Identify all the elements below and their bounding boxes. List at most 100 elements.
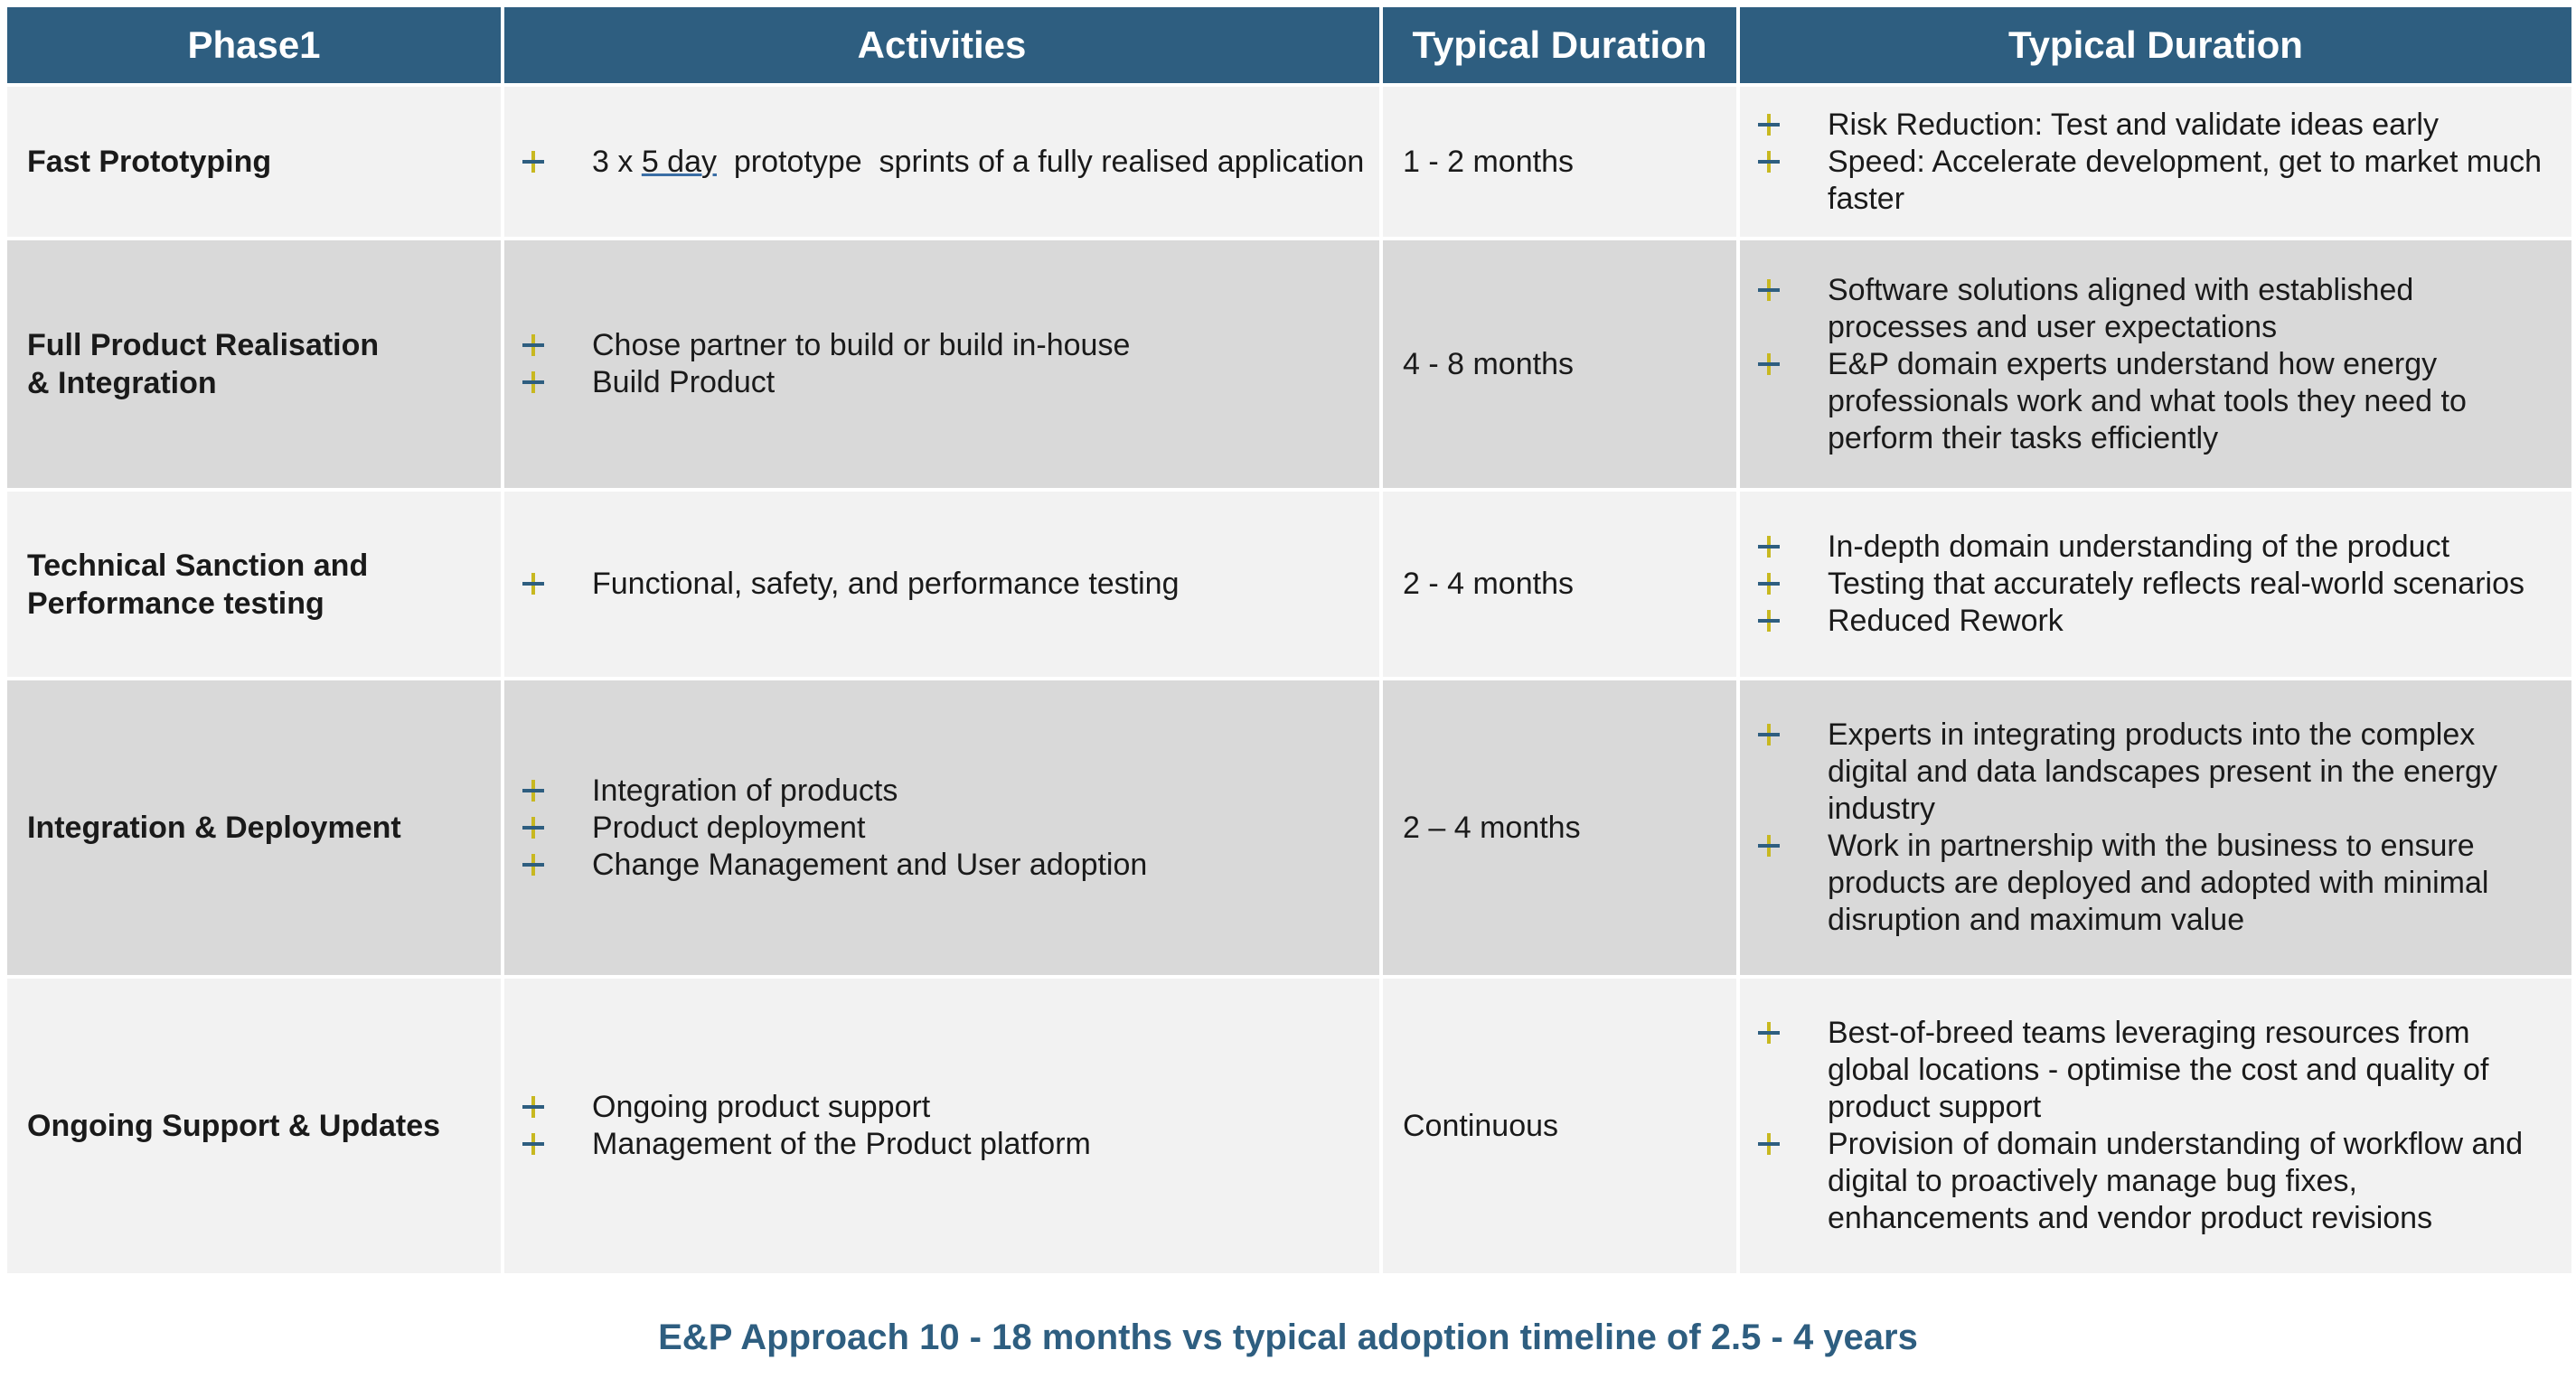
plus-icon — [1758, 113, 1780, 136]
activities-cell: 3 x 5 day prototype sprints of a fully r… — [504, 87, 1379, 237]
benefit-item: Speed: Accelerate development, get to ma… — [1758, 144, 2553, 218]
benefit-item: Best-of-breed teams leveraging resources… — [1758, 1015, 2553, 1126]
activity-text: Product deployment — [592, 810, 866, 845]
table-header-row: Phase1 Activities Typical Duration Typic… — [7, 7, 2572, 83]
plus-icon — [522, 334, 544, 356]
benefits-cell: Best-of-breed teams leveraging resources… — [1740, 979, 2571, 1273]
phase-cell: Fast Prototyping — [7, 87, 501, 237]
activities-list: Ongoing product support Management of th… — [522, 1089, 1379, 1163]
activity-text: Management of the Product platform — [592, 1127, 1091, 1161]
benefit-item: Risk Reduction: Test and validate ideas … — [1758, 107, 2553, 144]
activities-cell: Functional, safety, and performance test… — [504, 492, 1379, 677]
duration-cell: 2 - 4 months — [1383, 492, 1736, 677]
benefits-list: Software solutions aligned with establis… — [1758, 272, 2553, 457]
duration-cell: 2 – 4 months — [1383, 680, 1736, 975]
phase-cell: Integration & Deployment — [7, 680, 501, 975]
benefit-item: Experts in integrating products into the… — [1758, 717, 2553, 828]
header-typical-duration: Typical Duration — [1383, 7, 1736, 83]
activity-item: Change Management and User adoption — [522, 847, 1379, 884]
plus-icon — [1758, 610, 1780, 632]
activity-text: Ongoing product support — [592, 1090, 931, 1124]
phase-cell: Full Product Realisation & Integration — [7, 240, 501, 488]
benefit-text: Testing that accurately reflects real-wo… — [1828, 567, 2524, 601]
benefits-list: Best-of-breed teams leveraging resources… — [1758, 1015, 2553, 1237]
activity-item: Chose partner to build or build in-house — [522, 327, 1379, 364]
plus-icon — [1758, 1133, 1780, 1155]
activity-item: Ongoing product support — [522, 1089, 1379, 1126]
benefit-text: Best-of-breed teams leveraging resources… — [1828, 1016, 2489, 1124]
activities-list: 3 x 5 day prototype sprints of a fully r… — [522, 144, 1379, 181]
benefit-text: Experts in integrating products into the… — [1828, 717, 2497, 826]
activity-item: Integration of products — [522, 773, 1379, 810]
plus-icon — [1758, 724, 1780, 745]
plus-icon — [1758, 278, 1780, 301]
activity-text-post: prototype sprints of a fully realised ap… — [717, 144, 1365, 179]
benefits-cell: Software solutions aligned with establis… — [1740, 240, 2571, 488]
benefit-text: Software solutions aligned with establis… — [1828, 272, 2414, 344]
benefit-item: Software solutions aligned with establis… — [1758, 272, 2553, 346]
plus-icon — [522, 816, 544, 839]
activities-cell: Chose partner to build or build in-house… — [504, 240, 1379, 488]
benefit-text: E&P domain experts understand how energy… — [1828, 346, 2467, 455]
activity-text: Functional, safety, and performance test… — [592, 567, 1180, 601]
plus-icon — [1758, 150, 1780, 173]
phase-name-line: & Integration — [27, 366, 217, 400]
benefit-text: Speed: Accelerate development, get to ma… — [1828, 144, 2543, 216]
header-phase: Phase1 — [7, 7, 501, 83]
plus-icon — [522, 779, 544, 802]
benefits-list: Risk Reduction: Test and validate ideas … — [1758, 107, 2553, 218]
benefits-cell: In-depth domain understanding of the pro… — [1740, 492, 2571, 677]
activity-item: Product deployment — [522, 810, 1379, 847]
phase-name: Integration & Deployment — [27, 811, 401, 845]
plus-icon — [1758, 536, 1780, 558]
benefit-text: In-depth domain understanding of the pro… — [1828, 530, 2450, 564]
activity-text: Build Product — [592, 365, 776, 399]
activity-text: Change Management and User adoption — [592, 847, 1148, 882]
plus-icon — [1758, 1022, 1780, 1044]
activity-item: 3 x 5 day prototype sprints of a fully r… — [522, 144, 1379, 181]
phase-name-line: Performance testing — [27, 586, 324, 621]
table-row: Ongoing Support & Updates Ongoing produc… — [7, 979, 2572, 1273]
benefit-item: Provision of domain understanding of wor… — [1758, 1126, 2553, 1237]
plus-icon — [522, 371, 544, 393]
activities-list: Chose partner to build or build in-house… — [522, 327, 1379, 401]
activities-cell: Integration of products Product deployme… — [504, 680, 1379, 975]
phase-name-line: Technical Sanction and — [27, 548, 369, 583]
plus-icon — [522, 1133, 544, 1155]
header-activities: Activities — [504, 7, 1379, 83]
activity-text: Chose partner to build or build in-house — [592, 328, 1131, 362]
activity-text-underlined: 5 day — [641, 144, 717, 179]
table-row: Integration & Deployment Integration of … — [7, 680, 2572, 975]
activity-text-pre: 3 x — [592, 144, 642, 179]
phase-cell: Technical Sanction and Performance testi… — [7, 492, 501, 677]
benefit-text: Reduced Rework — [1828, 604, 2064, 638]
phase-name-line: Full Product Realisation — [27, 328, 380, 362]
benefit-item: Work in partnership with the business to… — [1758, 828, 2553, 939]
duration-cell: Continuous — [1383, 979, 1736, 1273]
plus-icon — [522, 573, 544, 595]
activity-text: Integration of products — [592, 773, 898, 808]
activities-list: Integration of products Product deployme… — [522, 773, 1379, 884]
plus-icon — [522, 150, 544, 173]
plus-icon — [522, 853, 544, 876]
benefits-cell: Experts in integrating products into the… — [1740, 680, 2571, 975]
benefit-item: E&P domain experts understand how energy… — [1758, 346, 2553, 457]
phase-table: Phase1 Activities Typical Duration Typic… — [7, 7, 2572, 1277]
benefit-item: Testing that accurately reflects real-wo… — [1758, 566, 2553, 603]
benefit-text: Risk Reduction: Test and validate ideas … — [1828, 107, 2439, 142]
benefits-cell: Risk Reduction: Test and validate ideas … — [1740, 87, 2571, 237]
benefit-text: Work in partnership with the business to… — [1828, 829, 2489, 937]
phase-cell: Ongoing Support & Updates — [7, 979, 501, 1273]
activities-cell: Ongoing product support Management of th… — [504, 979, 1379, 1273]
header-benefits: Typical Duration — [1740, 7, 2571, 83]
benefits-list: In-depth domain understanding of the pro… — [1758, 529, 2553, 640]
footer-summary: E&P Approach 10 - 18 months vs typical a… — [658, 1317, 1918, 1357]
plus-icon — [522, 1096, 544, 1118]
duration-cell: 4 - 8 months — [1383, 240, 1736, 488]
activity-item: Functional, safety, and performance test… — [522, 566, 1379, 603]
benefit-text: Provision of domain understanding of wor… — [1828, 1127, 2524, 1235]
benefit-item: Reduced Rework — [1758, 603, 2553, 640]
activities-list: Functional, safety, and performance test… — [522, 566, 1379, 603]
duration-cell: 1 - 2 months — [1383, 87, 1736, 237]
table-row: Fast Prototyping 3 x 5 day prototype spr… — [7, 87, 2572, 237]
